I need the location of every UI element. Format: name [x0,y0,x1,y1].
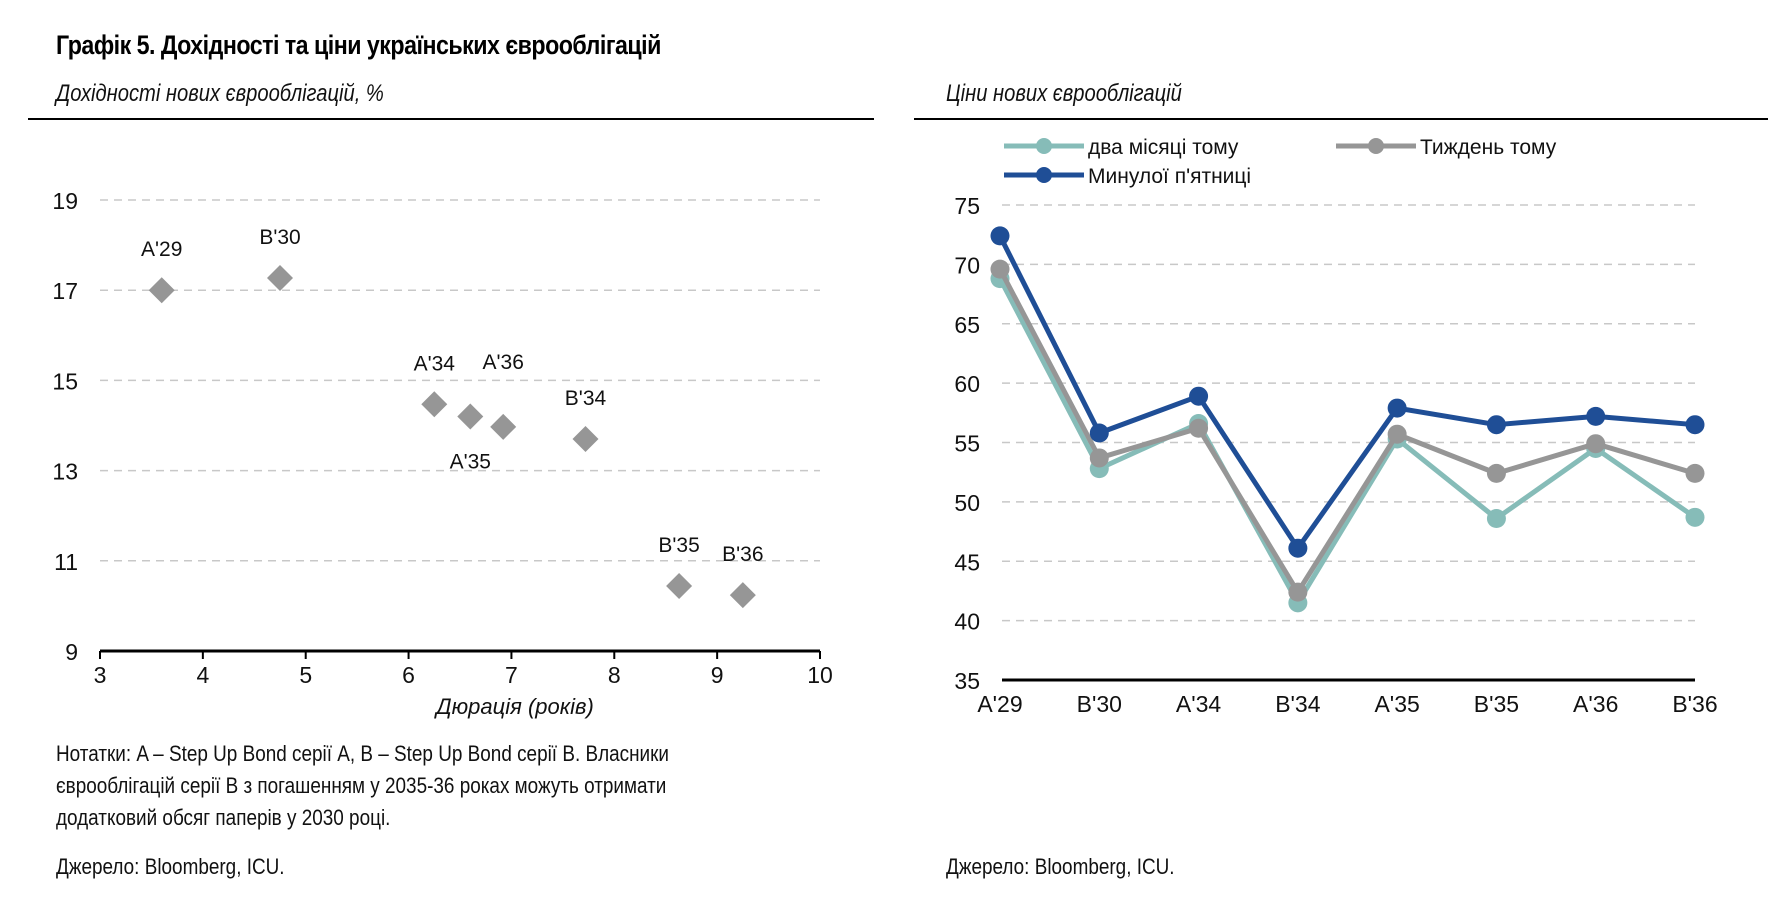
series-point [1486,463,1506,483]
x-tick-label: A'29 [977,691,1022,717]
data-point-label: B'35 [658,534,699,557]
x-tick-label: 8 [608,662,621,688]
series-point [1288,538,1308,558]
y-tick-label: 60 [954,371,980,397]
yield-scatter-chart: 9 11 13 15 17 19 3 4 5 6 7 8 9 10 Дюрація (років) A'29 B… [52,188,833,719]
series-line [997,267,1696,595]
legend-label: Минулої п'ятниці [1088,165,1251,188]
y-tick-label: 35 [954,668,980,694]
series-point [1586,406,1606,426]
chart-notes: Нотатки: A – Step Up Bond серії A, B – S… [56,741,669,830]
left-header-rule [28,118,874,120]
left-source: Джерело: Bloomberg, ICU. [56,854,285,879]
x-tick-label: 10 [807,662,833,688]
series-line [997,234,1696,551]
series-point [1486,509,1506,528]
data-point-diamond [666,573,693,600]
data-point-label: A'34 [414,352,456,375]
series-point [1387,424,1407,444]
price-line-chart: 35 40 45 50 55 60 65 70 75 A'29 B'30 A'34 B'34 A'35 B'… [954,136,1717,717]
series-point [1189,418,1209,438]
data-point-label: B'34 [565,387,607,410]
legend-label: два місяці тому [1088,136,1239,159]
y-tick-label: 15 [52,368,78,394]
data-point-label: B'30 [259,226,300,249]
series-point [1089,423,1109,443]
y-tick-label: 75 [954,193,980,219]
y-tick-label: 19 [52,188,78,214]
legend-marker [1368,138,1384,154]
y-tick-label: 11 [54,549,78,575]
x-tick-label: A'34 [1176,691,1222,717]
x-tick-label: 3 [94,662,107,688]
figure-title: Графік 5. Дохідності та ціни українських… [56,30,661,60]
x-tick-label: B'36 [1672,691,1717,717]
y-tick-label: 45 [954,549,980,575]
data-point-diamond [267,265,293,292]
x-tick-label: 9 [711,662,724,688]
series-point [990,226,1010,246]
x-tick-label: 5 [299,662,312,688]
y-tick-label: 55 [954,431,980,457]
left-chart-subtitle: Дохідності нових єврооблігацій, % [56,80,384,107]
series-point [1387,398,1407,418]
x-tick-label: 6 [402,662,415,688]
y-tick-label: 50 [954,490,980,516]
x-tick-label: B'35 [1474,691,1519,717]
data-point-label: B'36 [722,543,763,566]
series-line [997,277,1697,606]
series-point [990,259,1010,279]
x-tick-label: A'36 [1573,691,1618,717]
y-tick-label: 9 [65,639,78,665]
series-point [1089,448,1109,468]
y-tick-label: 13 [52,459,78,485]
x-tick-label: 7 [505,662,518,688]
x-tick-label: B'30 [1077,691,1122,717]
data-point-diamond [148,277,175,304]
x-tick-label: B'34 [1275,691,1321,717]
data-point-label: A'36 [483,351,524,374]
data-point-diamond [490,413,517,440]
x-axis-title: Дюрація (років) [433,694,594,719]
legend-label: Тиждень тому [1420,136,1557,159]
series-point [1685,463,1705,483]
right-header-rule [914,118,1768,120]
series-point [1288,582,1308,602]
data-point-label: A'35 [450,450,491,473]
y-tick-label: 70 [954,252,980,278]
data-point-diamond [421,391,448,418]
right-source: Джерело: Bloomberg, ICU. [946,854,1175,879]
legend-marker [1036,167,1052,183]
series-point [1685,507,1705,527]
y-tick-label: 17 [52,278,78,304]
series-point [1685,415,1705,435]
series-point [1486,415,1506,435]
data-point-label: A'29 [141,238,182,261]
right-chart-subtitle: Ціни нових єврооблігацій [946,80,1182,107]
data-point-diamond [572,426,599,453]
x-tick-label: 4 [196,662,209,688]
series-point [1586,434,1606,454]
data-point-diamond [457,403,484,430]
legend-marker [1036,138,1052,154]
y-tick-label: 40 [954,609,980,635]
y-tick-label: 65 [954,312,980,338]
x-tick-label: A'35 [1374,691,1419,717]
data-point-diamond [729,582,756,609]
series-point [1189,386,1209,406]
